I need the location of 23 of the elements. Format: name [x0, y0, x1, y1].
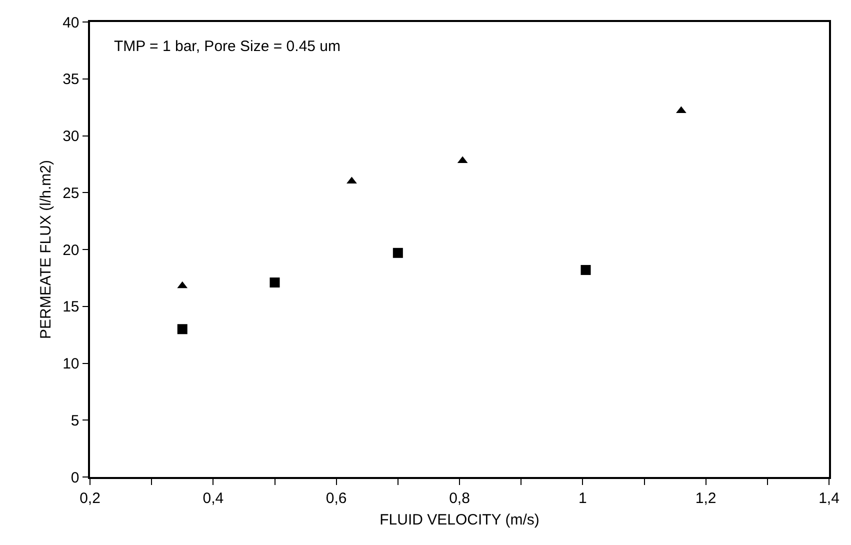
- point: [270, 277, 280, 288]
- x-tick-label: 0,2: [80, 490, 100, 507]
- y-tick-label: 10: [62, 356, 80, 372]
- annotation: TMP = 1 bar, Pore Size = 0.45 um: [114, 38, 341, 55]
- y-tick-label: 25: [62, 184, 80, 202]
- y-tick-label: 0: [70, 469, 80, 486]
- point: [580, 264, 591, 275]
- x-tick-label: 1,2: [695, 490, 716, 507]
- x-axis-title: FLUID VELOCITY (m/s): [380, 511, 540, 528]
- x-tick-label: 1,4: [818, 490, 840, 507]
- x-tick-label: 0,4: [202, 490, 224, 507]
- x-tick-label: 0,8: [449, 490, 470, 507]
- x-tick-label: 0,6: [326, 490, 347, 507]
- y-tick-label: 40: [62, 14, 80, 32]
- y-tick-label: 35: [62, 71, 80, 88]
- y-tick-label: 20: [62, 242, 80, 259]
- x-tick-label: 1: [578, 490, 587, 507]
- y-tick-label: 5: [70, 412, 80, 430]
- point: [177, 324, 188, 334]
- y-axis-title: PERMEATE FLUX (l/h.m2): [37, 160, 54, 339]
- y-tick-label: 30: [62, 128, 80, 145]
- y-tick-label: 15: [62, 298, 80, 316]
- point: [392, 248, 403, 258]
